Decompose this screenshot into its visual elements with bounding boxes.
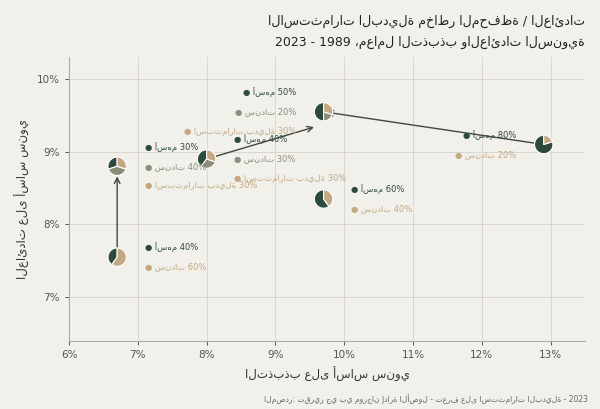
Text: ● أسهم 80%: ● أسهم 80%	[463, 130, 516, 139]
Text: ● استثمارات بديلة 30%: ● استثمارات بديلة 30%	[145, 182, 257, 191]
Text: ● سندات 20%: ● سندات 20%	[455, 150, 516, 159]
Text: ● سندات 40%: ● سندات 40%	[145, 162, 206, 171]
Text: الاستثمارات البديلة مخاطر المحفظة / العائدات
2023 - 1989 ،معامل التذبذب والعائدا: الاستثمارات البديلة مخاطر المحفظة / العا…	[268, 15, 585, 49]
Text: ● سندات 30%: ● سندات 30%	[234, 155, 295, 164]
Text: ● أسهم 40%: ● أسهم 40%	[234, 135, 287, 144]
X-axis label: التذبذب على أساس سنوي: التذبذب على أساس سنوي	[245, 367, 409, 382]
Text: ● سندات 40%: ● سندات 40%	[351, 204, 412, 213]
Y-axis label: العائدات على أساس سنوي: العائدات على أساس سنوي	[15, 119, 30, 279]
Text: ● سندات 60%: ● سندات 60%	[145, 263, 206, 272]
Text: ● أسهم 50%: ● أسهم 50%	[243, 87, 296, 97]
Text: المصدر: تقرير جي بي مورجان إدارة الأصول - تعرف على استثمارات البديلة - 2023: المصدر: تقرير جي بي مورجان إدارة الأصول …	[264, 395, 588, 405]
Text: ● استثمارات بديلة 30%: ● استثمارات بديلة 30%	[234, 174, 346, 183]
Text: ● أسهم 30%: ● أسهم 30%	[145, 142, 198, 152]
Text: ● أسهم 40%: ● أسهم 40%	[145, 243, 198, 252]
Text: ● استثمارات بديلة 30%: ● استثمارات بديلة 30%	[184, 127, 296, 136]
Text: ● أسهم 60%: ● أسهم 60%	[351, 184, 404, 194]
Text: ● سندات 20%: ● سندات 20%	[235, 107, 296, 116]
